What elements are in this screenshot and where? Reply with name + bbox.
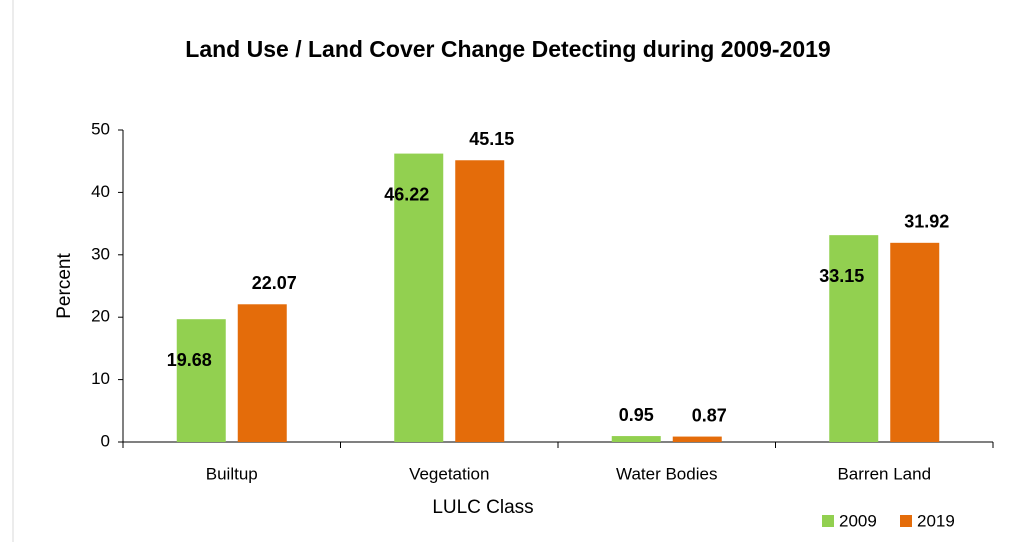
x-axis-title: LULC Class — [432, 497, 533, 518]
y-tick-label: 0 — [101, 431, 110, 450]
legend-swatch — [822, 515, 834, 527]
bar — [611, 436, 661, 442]
y-tick-label: 10 — [91, 369, 110, 388]
value-label: 45.15 — [469, 129, 514, 149]
bar — [176, 319, 226, 442]
x-tick-label: Vegetation — [409, 464, 489, 483]
bar — [829, 235, 879, 442]
y-tick-label: 50 — [91, 119, 110, 138]
bar — [455, 160, 505, 442]
value-label: 22.07 — [252, 273, 297, 293]
value-label: 19.68 — [167, 350, 212, 370]
x-tick-label: Builtup — [206, 464, 258, 483]
value-label: 33.15 — [819, 266, 864, 286]
value-label: 46.22 — [384, 184, 429, 204]
value-label: 0.87 — [692, 405, 727, 425]
bar — [672, 436, 722, 442]
x-tick-label: Barren Land — [837, 464, 931, 483]
y-tick-label: 30 — [91, 244, 110, 263]
y-axis-title: Percent — [54, 253, 75, 319]
value-label: 31.92 — [904, 212, 949, 232]
chart-title: Land Use / Land Cover Change Detecting d… — [185, 36, 831, 62]
x-tick-label: Water Bodies — [616, 464, 717, 483]
bar — [237, 304, 287, 442]
y-tick-label: 40 — [91, 182, 110, 201]
legend-swatch — [900, 515, 912, 527]
legend-label: 2019 — [917, 511, 955, 530]
y-tick-label: 20 — [91, 307, 110, 326]
legend-label: 2009 — [839, 511, 877, 530]
value-label: 0.95 — [619, 405, 654, 425]
bar — [890, 242, 940, 442]
bar — [394, 153, 444, 442]
